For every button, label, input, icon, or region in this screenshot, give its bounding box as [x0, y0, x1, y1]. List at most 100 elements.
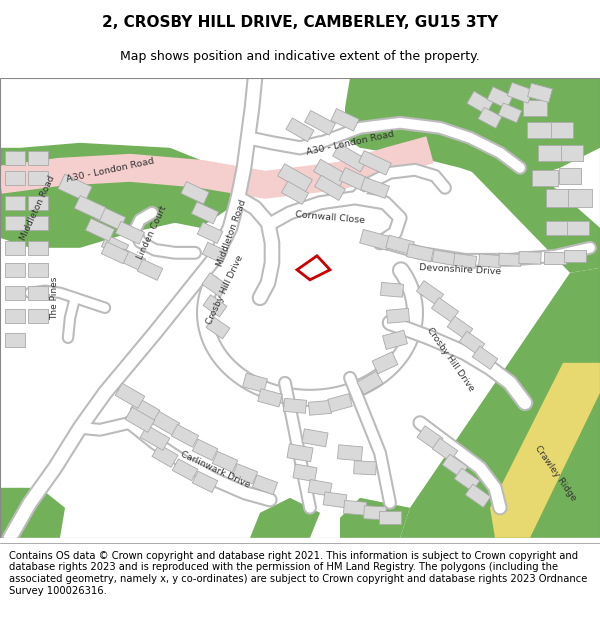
Bar	[293, 464, 317, 482]
Bar	[386, 308, 410, 323]
Bar	[432, 438, 458, 461]
Bar	[197, 222, 223, 243]
Bar	[544, 252, 566, 264]
Polygon shape	[250, 498, 320, 538]
Bar	[28, 241, 48, 255]
Bar	[431, 298, 458, 322]
Bar	[286, 118, 314, 142]
Bar	[442, 454, 468, 478]
Bar	[28, 286, 48, 300]
Text: Crosby Hill Drive: Crosby Hill Drive	[205, 254, 245, 326]
Bar	[308, 479, 332, 496]
Bar	[532, 170, 558, 186]
Bar	[130, 398, 160, 422]
Bar	[5, 332, 25, 347]
Bar	[527, 122, 553, 138]
Bar	[561, 145, 583, 161]
Bar	[115, 383, 145, 408]
Bar	[305, 111, 335, 135]
Bar	[287, 444, 313, 462]
Text: A30 - London Road: A30 - London Road	[65, 156, 155, 184]
Polygon shape	[0, 488, 65, 538]
Bar	[85, 218, 115, 241]
Bar	[181, 182, 209, 204]
Bar	[564, 250, 586, 262]
Bar	[551, 122, 573, 138]
Text: A30 - London Road: A30 - London Road	[305, 129, 395, 156]
Bar	[478, 107, 502, 128]
Bar	[359, 151, 391, 175]
Text: Cornwall Close: Cornwall Close	[295, 210, 365, 226]
Bar	[253, 475, 278, 494]
Bar	[28, 216, 48, 230]
Bar	[467, 91, 493, 114]
Bar	[340, 168, 371, 192]
Bar	[28, 262, 48, 277]
Bar	[5, 171, 25, 185]
Bar	[308, 401, 332, 415]
Text: 2, CROSBY HILL DRIVE, CAMBERLEY, GU15 3TY: 2, CROSBY HILL DRIVE, CAMBERLEY, GU15 3T…	[102, 15, 498, 30]
Bar	[5, 196, 25, 210]
Bar	[191, 202, 218, 224]
Bar	[417, 426, 443, 450]
Bar	[465, 484, 491, 508]
Bar	[5, 151, 25, 165]
Bar	[567, 221, 589, 235]
Bar	[546, 221, 570, 235]
Bar	[140, 425, 170, 451]
Polygon shape	[400, 268, 600, 538]
Bar	[5, 262, 25, 277]
Bar	[479, 254, 502, 268]
Text: Devonshire Drive: Devonshire Drive	[419, 263, 501, 276]
Text: Carlinwark Drive: Carlinwark Drive	[179, 450, 251, 490]
Bar	[212, 451, 238, 472]
Bar	[519, 251, 541, 264]
Polygon shape	[340, 498, 410, 538]
Bar	[343, 501, 367, 515]
Bar	[5, 241, 25, 255]
Bar	[507, 82, 533, 103]
Bar	[472, 346, 498, 369]
Bar	[192, 471, 218, 492]
Bar	[453, 253, 477, 268]
Polygon shape	[490, 362, 600, 538]
Bar	[538, 145, 562, 161]
Bar	[372, 352, 398, 374]
Bar	[5, 309, 25, 322]
Bar	[281, 181, 308, 204]
Bar	[283, 398, 307, 413]
Text: Middleton Road: Middleton Road	[216, 198, 248, 268]
Bar	[28, 309, 48, 322]
Bar	[257, 389, 283, 407]
Bar	[386, 235, 414, 254]
Bar	[118, 249, 146, 271]
Bar	[242, 373, 268, 392]
Polygon shape	[0, 136, 434, 199]
Bar	[314, 175, 346, 201]
Bar	[192, 439, 218, 461]
Bar	[5, 216, 25, 230]
Bar	[332, 144, 367, 172]
Bar	[152, 444, 178, 468]
Bar	[94, 206, 125, 230]
Bar	[137, 259, 163, 281]
Polygon shape	[0, 78, 240, 248]
Bar	[523, 100, 547, 116]
Text: Linden Court: Linden Court	[136, 204, 169, 261]
Bar	[202, 242, 228, 263]
Bar	[432, 250, 458, 266]
Bar	[499, 253, 521, 266]
Bar	[454, 468, 480, 491]
Bar	[527, 83, 553, 102]
Bar	[278, 164, 313, 192]
Bar	[546, 189, 574, 207]
Bar	[28, 151, 48, 165]
Text: The Pines: The Pines	[50, 276, 59, 319]
Bar	[125, 408, 155, 432]
Bar	[328, 394, 352, 412]
Bar	[28, 196, 48, 210]
Bar	[232, 464, 257, 484]
Bar	[379, 511, 401, 524]
Bar	[357, 371, 383, 394]
Bar	[337, 445, 362, 461]
